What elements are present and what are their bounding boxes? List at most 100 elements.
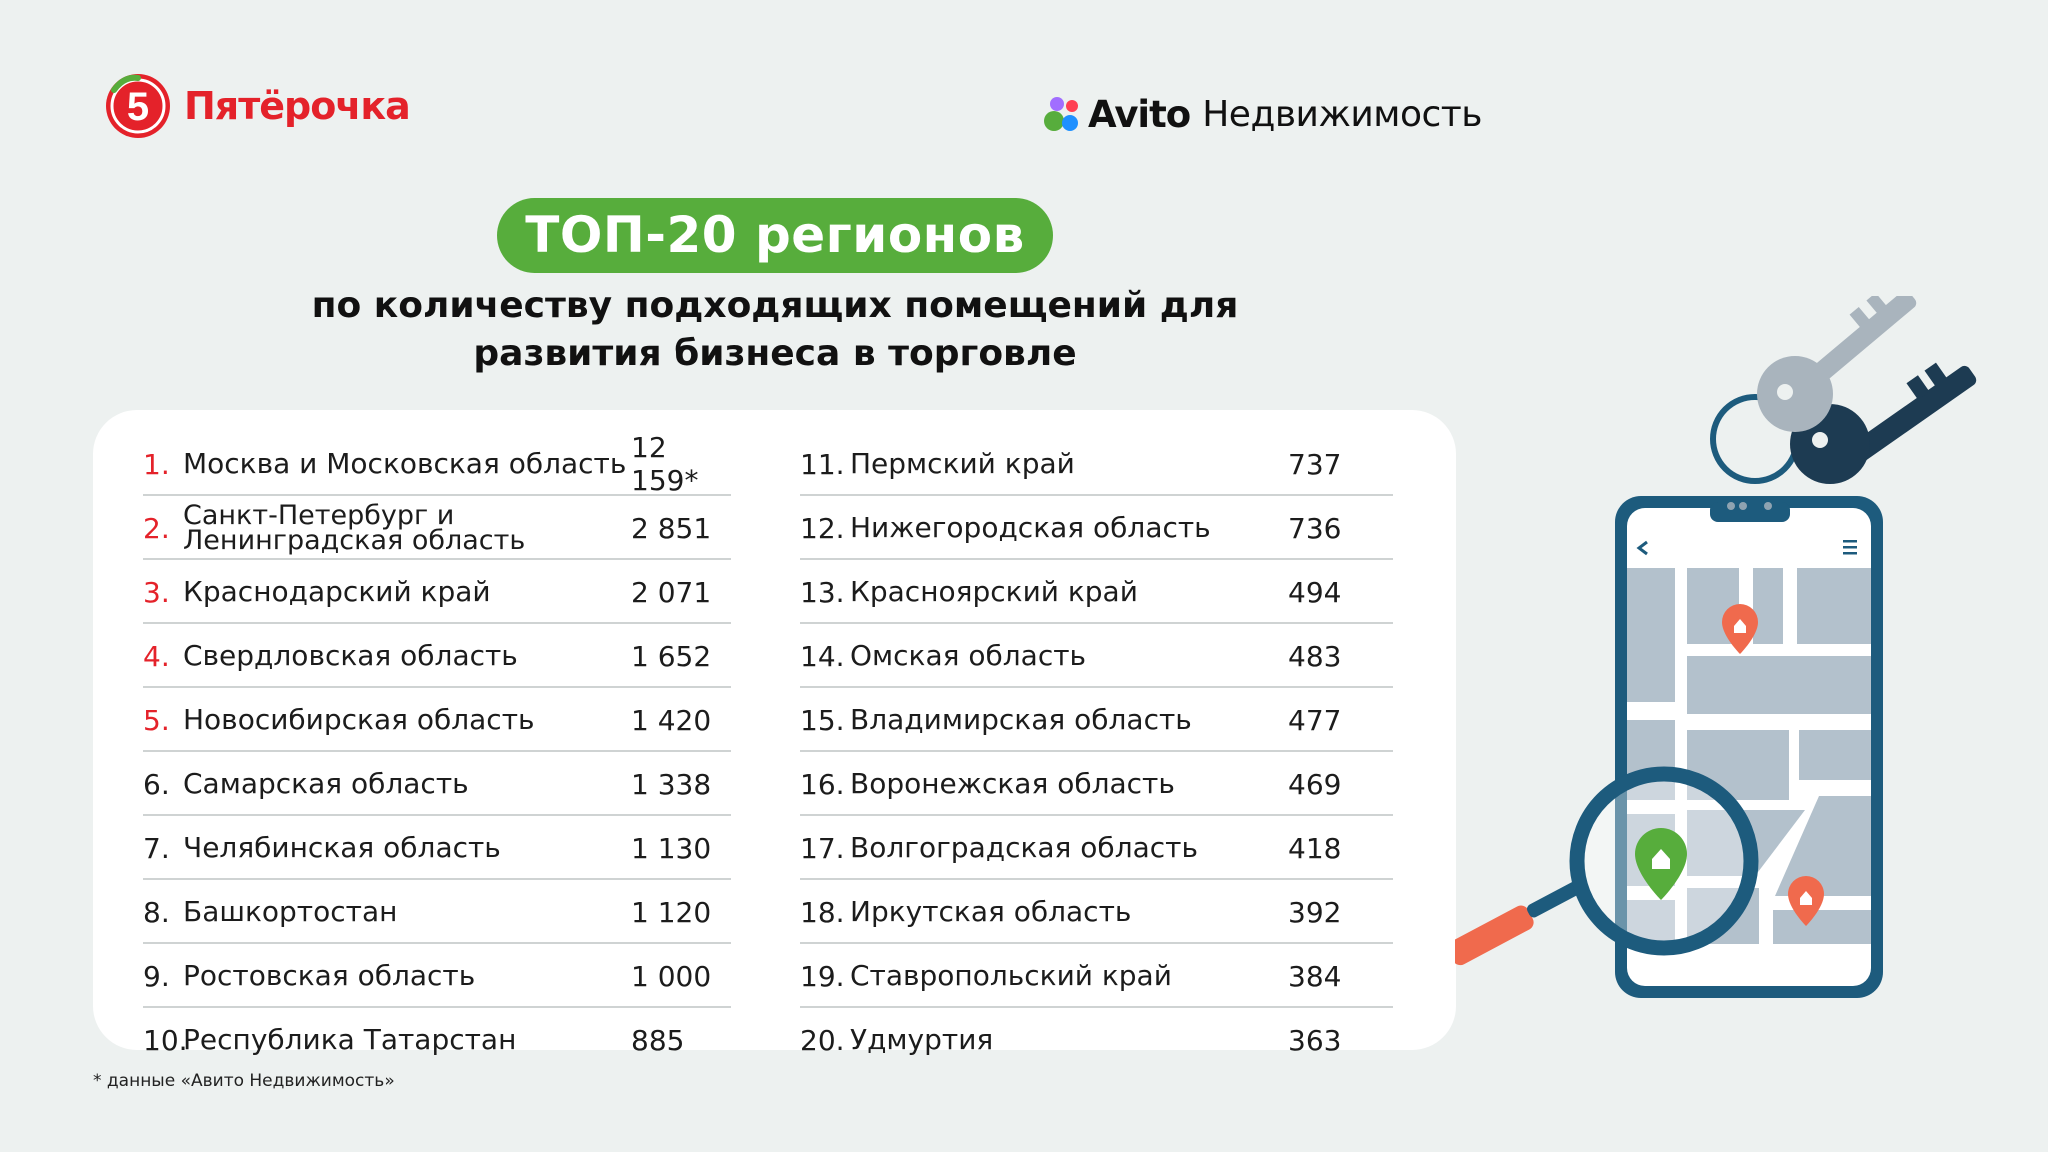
region-name: Ставропольский край	[850, 959, 1172, 992]
pyaterochka-wordmark: Пятёрочка	[184, 84, 411, 128]
region-rank: 2.	[143, 511, 170, 545]
region-value: 469	[1288, 767, 1342, 801]
avito-subtitle: Недвижимость	[1202, 93, 1482, 135]
region-rank: 19.	[800, 959, 845, 993]
region-name: Ростовская область	[183, 959, 476, 992]
regions-card: 1. Москва и Московская область 12 159* 2…	[93, 410, 1456, 1057]
region-row: 19. Ставропольский край 384	[800, 946, 1393, 1008]
region-value: 418	[1288, 831, 1342, 865]
region-value: 12 159*	[631, 431, 699, 497]
region-row: 15. Владимирская область 477	[800, 690, 1393, 752]
region-row: 2. Санкт-Петербург и Ленинградская облас…	[143, 498, 731, 560]
region-row: 13. Красноярский край 494	[800, 562, 1393, 624]
region-name: Башкортостан	[183, 895, 398, 928]
region-row: 6. Самарская область 1 338	[143, 754, 731, 816]
region-name: Новосибирская область	[183, 703, 535, 736]
region-name: Владимирская область	[850, 703, 1192, 736]
region-name: Иркутская область	[850, 895, 1132, 928]
map-pin-icon	[1788, 876, 1824, 926]
region-rank: 7.	[143, 831, 170, 865]
region-name: Краснодарский край	[183, 575, 491, 608]
region-rank: 15.	[800, 703, 845, 737]
subtitle: по количеству подходящих помещений для р…	[200, 282, 1350, 378]
avito-logo: Avito Недвижимость	[1042, 86, 1482, 142]
region-rank: 1.	[143, 447, 170, 481]
region-name: Омская область	[850, 639, 1087, 672]
avito-wordmark: Avito	[1088, 92, 1191, 136]
magnifier-icon	[1455, 766, 1759, 966]
region-rank: 8.	[143, 895, 170, 929]
region-rank: 20.	[800, 1023, 845, 1057]
region-value: 2 851	[631, 511, 712, 545]
region-name: Свердловская область	[183, 639, 518, 672]
region-name: Самарская область	[183, 767, 469, 800]
region-row: 1. Москва и Московская область 12 159*	[143, 431, 731, 497]
regions-list-right: 11. Пермский край 737 12. Нижегородская …	[800, 434, 1393, 1072]
pyaterochka-logo: 5 Пятёрочка	[104, 70, 411, 142]
map	[1627, 568, 1871, 944]
region-rank: 11.	[800, 447, 845, 481]
region-rank: 18.	[800, 895, 845, 929]
region-rank: 12.	[800, 511, 845, 545]
title-pill: ТОП-20 регионов	[497, 198, 1053, 273]
region-rank: 4.	[143, 639, 170, 673]
region-value: 1 130	[631, 831, 712, 865]
phone-icon	[1615, 496, 1883, 998]
region-row: 20. Удмуртия 363	[800, 1010, 1393, 1070]
region-rank: 5.	[143, 703, 170, 737]
region-rank: 13.	[800, 575, 845, 609]
subtitle-line-1: по количеству подходящих помещений для	[311, 285, 1239, 326]
region-row: 5. Новосибирская область 1 420	[143, 690, 731, 752]
region-name: Удмуртия	[850, 1023, 994, 1056]
region-value: 363	[1288, 1023, 1342, 1057]
region-row: 9. Ростовская область 1 000	[143, 946, 731, 1008]
region-row: 8. Башкортостан 1 120	[143, 882, 731, 944]
map-pin-icon	[1722, 604, 1758, 654]
region-row: 7. Челябинская область 1 130	[143, 818, 731, 880]
phone-map-illustration	[1455, 296, 1977, 998]
region-row: 17. Волгоградская область 418	[800, 818, 1393, 880]
region-rank: 9.	[143, 959, 170, 993]
region-row: 14. Омская область 483	[800, 626, 1393, 688]
region-name: Челябинская область	[183, 831, 501, 864]
region-value: 384	[1288, 959, 1342, 993]
region-rank: 16.	[800, 767, 845, 801]
region-name: Волгоградская область	[850, 831, 1198, 864]
menu-icon	[1843, 540, 1857, 555]
region-value: 885	[631, 1023, 685, 1057]
pyaterochka-badge: 5	[127, 85, 149, 129]
region-rank: 17.	[800, 831, 845, 865]
region-value: 1 000	[631, 959, 712, 993]
region-value: 477	[1288, 703, 1342, 737]
region-value: 483	[1288, 639, 1342, 673]
region-value: 1 420	[631, 703, 712, 737]
region-row: 18. Иркутская область 392	[800, 882, 1393, 944]
footnote: * данные «Авито Недвижимость»	[93, 1071, 395, 1091]
map-pin-icon	[1635, 828, 1687, 900]
pyaterochka-logo-icon: 5	[106, 74, 170, 138]
region-name: Республика Татарстан	[183, 1023, 517, 1056]
region-row: 11. Пермский край 737	[800, 434, 1393, 496]
back-arrow-icon	[1636, 540, 1648, 556]
region-value: 1 338	[631, 767, 712, 801]
region-value: 737	[1288, 447, 1342, 481]
region-name: Воронежская область	[850, 767, 1175, 800]
region-row: 16. Воронежская область 469	[800, 754, 1393, 816]
region-value: 494	[1288, 575, 1342, 609]
region-rank: 6.	[143, 767, 170, 801]
region-row: 3. Краснодарский край 2 071	[143, 562, 731, 624]
region-value: 736	[1288, 511, 1342, 545]
keys-icon	[1710, 296, 1977, 484]
region-rank: 10.	[143, 1023, 188, 1057]
region-name: Пермский край	[850, 447, 1075, 480]
region-row: 12. Нижегородская область 736	[800, 498, 1393, 560]
region-value: 1 120	[631, 895, 712, 929]
region-value: 2 071	[631, 575, 712, 609]
avito-dots-icon	[1044, 97, 1078, 131]
region-value: 1 652	[631, 639, 712, 673]
region-row: 10. Республика Татарстан 885	[143, 1010, 731, 1070]
region-value: 392	[1288, 895, 1342, 929]
region-row: 4. Свердловская область 1 652	[143, 626, 731, 688]
subtitle-line-2: развития бизнеса в торговле	[473, 333, 1077, 374]
region-rank: 14.	[800, 639, 845, 673]
